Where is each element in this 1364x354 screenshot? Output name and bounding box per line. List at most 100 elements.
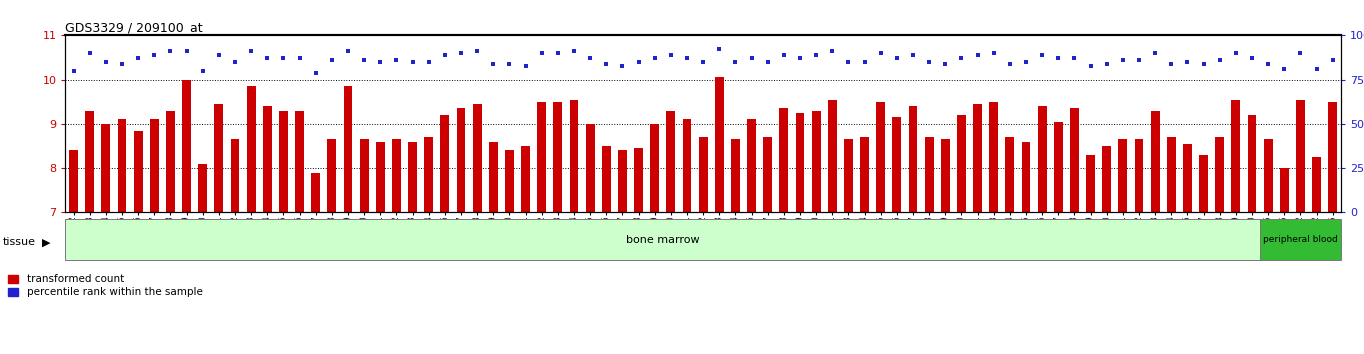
Bar <box>1232 99 1240 212</box>
Bar <box>150 120 158 212</box>
Bar <box>973 104 982 212</box>
Bar <box>1069 108 1079 212</box>
Text: bone marrow: bone marrow <box>626 235 700 245</box>
Point <box>790 55 812 60</box>
Point <box>304 70 326 76</box>
Bar <box>667 110 675 212</box>
Point <box>1177 59 1199 65</box>
Point <box>514 64 536 69</box>
Point <box>1015 59 1037 65</box>
Bar <box>101 124 110 212</box>
Legend: transformed count, percentile rank within the sample: transformed count, percentile rank withi… <box>8 274 203 297</box>
Bar <box>861 137 869 212</box>
Point <box>563 48 585 54</box>
Bar <box>198 164 207 212</box>
Point <box>677 55 698 60</box>
Bar <box>1005 137 1015 212</box>
Point <box>1225 50 1247 56</box>
Bar <box>1263 139 1273 212</box>
Point <box>321 57 342 63</box>
Point <box>1080 64 1102 69</box>
Bar <box>263 106 271 212</box>
Point <box>1274 66 1296 72</box>
Point <box>918 59 940 65</box>
Bar <box>457 108 465 212</box>
Bar <box>505 150 514 212</box>
Point <box>580 55 602 60</box>
Bar <box>183 80 191 212</box>
Point <box>110 61 132 67</box>
Bar <box>1183 144 1192 212</box>
Point <box>1161 61 1183 67</box>
Point <box>1128 57 1150 63</box>
Bar <box>70 150 78 212</box>
Point <box>805 52 827 58</box>
Bar <box>327 139 337 212</box>
Bar <box>1054 122 1063 212</box>
Point <box>127 55 149 60</box>
Text: peripheral blood: peripheral blood <box>1263 235 1338 244</box>
Point <box>1048 55 1069 60</box>
Point <box>951 55 973 60</box>
Bar <box>311 172 321 212</box>
Point <box>401 59 423 65</box>
Point <box>644 55 666 60</box>
Point <box>143 52 165 58</box>
Bar <box>958 115 966 212</box>
Point <box>1289 50 1311 56</box>
Point <box>902 52 923 58</box>
Point <box>983 50 1005 56</box>
Bar <box>1312 157 1322 212</box>
Bar <box>231 139 240 212</box>
Point <box>160 48 181 54</box>
Bar <box>844 139 852 212</box>
Point <box>289 55 311 60</box>
Bar <box>1135 139 1143 212</box>
Bar <box>376 142 385 212</box>
Point <box>434 52 456 58</box>
Bar <box>795 113 805 212</box>
Bar <box>360 139 368 212</box>
Bar <box>344 86 352 212</box>
Bar <box>391 139 401 212</box>
Bar <box>908 106 918 212</box>
Bar <box>1038 106 1046 212</box>
Point <box>887 55 908 60</box>
Point <box>240 48 262 54</box>
Bar <box>570 99 578 212</box>
Bar <box>1166 137 1176 212</box>
Bar <box>424 137 434 212</box>
Bar <box>1022 142 1030 212</box>
Point <box>870 50 892 56</box>
Bar <box>731 139 739 212</box>
Point <box>1064 55 1086 60</box>
Bar <box>166 110 175 212</box>
Bar <box>876 102 885 212</box>
Point <box>821 48 843 54</box>
Bar <box>828 99 836 212</box>
Bar <box>764 137 772 212</box>
Point <box>95 59 117 65</box>
Bar <box>1329 102 1337 212</box>
Point <box>498 61 520 67</box>
Point <box>854 59 876 65</box>
Point <box>773 52 795 58</box>
Point <box>1209 57 1230 63</box>
Bar <box>1279 168 1289 212</box>
Point <box>370 59 391 65</box>
Bar <box>295 110 304 212</box>
Point <box>998 61 1020 67</box>
Point <box>1192 61 1214 67</box>
Point <box>1031 52 1053 58</box>
Point <box>466 48 488 54</box>
Point <box>207 52 229 58</box>
Bar <box>892 117 902 212</box>
Point <box>1095 61 1117 67</box>
Bar <box>989 102 998 212</box>
Bar <box>488 142 498 212</box>
Bar <box>554 102 562 212</box>
Bar <box>585 124 595 212</box>
Point <box>595 61 617 67</box>
Text: ▶: ▶ <box>42 238 50 247</box>
Point <box>693 59 715 65</box>
